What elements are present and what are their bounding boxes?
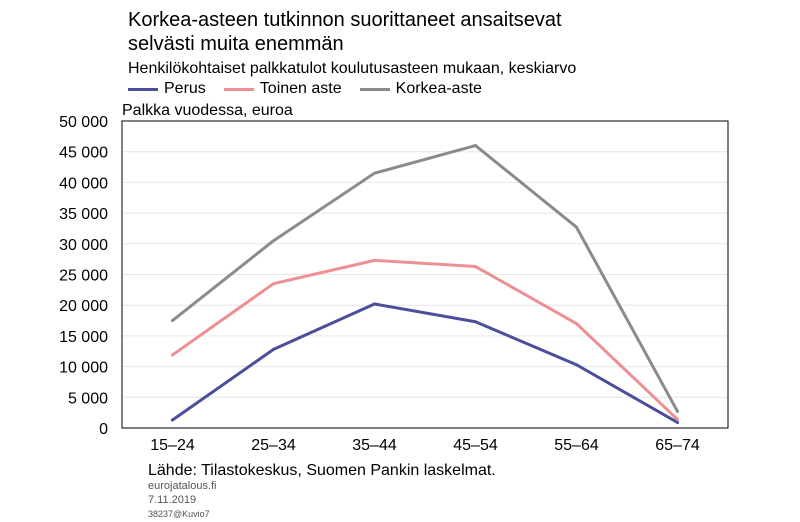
data-point bbox=[373, 302, 376, 306]
legend-item-toinen-aste: Toinen aste bbox=[223, 80, 342, 98]
x-tick-label: 15–24 bbox=[150, 437, 195, 454]
series-line-korkea-aste bbox=[171, 144, 679, 413]
chart-subtitle: Henkilökohtaiset palkkatulot koulutusast… bbox=[128, 60, 577, 77]
data-point bbox=[575, 322, 578, 326]
data-point bbox=[575, 363, 578, 367]
data-point bbox=[171, 353, 174, 357]
y-tick-label: 35 000 bbox=[59, 206, 108, 223]
footer-id: 38237@Kuvio7 bbox=[148, 509, 210, 519]
legend-item-perus: Perus bbox=[128, 80, 206, 98]
legend-swatch-perus bbox=[128, 87, 158, 91]
data-point bbox=[676, 420, 679, 424]
source-note: Lähde: Tilastokeskus, Suomen Pankin lask… bbox=[148, 462, 496, 479]
footer-site: eurojatalous.fi bbox=[148, 480, 217, 492]
y-tick-label: 20 000 bbox=[59, 298, 108, 315]
y-tick-label: 10 000 bbox=[59, 360, 108, 377]
footer-date: 7.11.2019 bbox=[148, 494, 197, 506]
data-point bbox=[373, 171, 376, 175]
data-point bbox=[575, 225, 578, 229]
x-tick-label: 25–34 bbox=[251, 437, 296, 454]
legend-label-toinen-aste: Toinen aste bbox=[259, 80, 342, 97]
chart-title: Korkea-asteen tutkinnon suorittaneet ans… bbox=[128, 8, 768, 56]
series-line-toinen-aste bbox=[171, 258, 679, 421]
legend: Perus Toinen aste Korkea-aste bbox=[128, 80, 500, 98]
y-tick-label: 45 000 bbox=[59, 145, 108, 162]
y-tick-label: 5 000 bbox=[68, 390, 108, 407]
data-point bbox=[474, 144, 477, 148]
legend-swatch-korkea-aste bbox=[359, 87, 390, 91]
x-tick-label: 45–54 bbox=[453, 437, 498, 454]
x-tick-label: 65–74 bbox=[655, 437, 700, 454]
data-point bbox=[676, 409, 679, 413]
data-point bbox=[474, 320, 477, 324]
data-point bbox=[272, 239, 275, 243]
data-point bbox=[272, 347, 275, 351]
data-point bbox=[272, 282, 275, 286]
y-tick-label: 40 000 bbox=[59, 175, 108, 192]
legend-item-korkea-aste: Korkea-aste bbox=[359, 80, 482, 98]
plot-area-frame bbox=[121, 120, 729, 429]
legend-swatch-toinen-aste bbox=[223, 87, 254, 91]
data-point bbox=[373, 258, 376, 262]
y-tick-label: 30 000 bbox=[59, 237, 108, 254]
series-line-perus bbox=[171, 302, 679, 424]
data-point bbox=[474, 265, 477, 269]
title-line-1: Korkea-asteen tutkinnon suorittaneet ans… bbox=[128, 9, 562, 31]
data-point bbox=[676, 417, 679, 421]
x-tick-label: 55–64 bbox=[554, 437, 599, 454]
y-tick-label: 15 000 bbox=[59, 329, 108, 346]
legend-label-perus: Perus bbox=[164, 80, 206, 97]
x-tick-label: 35–44 bbox=[352, 437, 397, 454]
y-tick-label: 0 bbox=[99, 421, 108, 438]
data-point bbox=[171, 418, 174, 422]
y-tick-label: 25 000 bbox=[59, 268, 108, 285]
legend-label-korkea-aste: Korkea-aste bbox=[395, 80, 482, 97]
y-axis-label: Palkka vuodessa, euroa bbox=[122, 102, 293, 119]
title-line-2: selvästi muita enemmän bbox=[128, 33, 344, 55]
y-tick-label: 50 000 bbox=[59, 114, 108, 131]
data-point bbox=[171, 319, 174, 323]
